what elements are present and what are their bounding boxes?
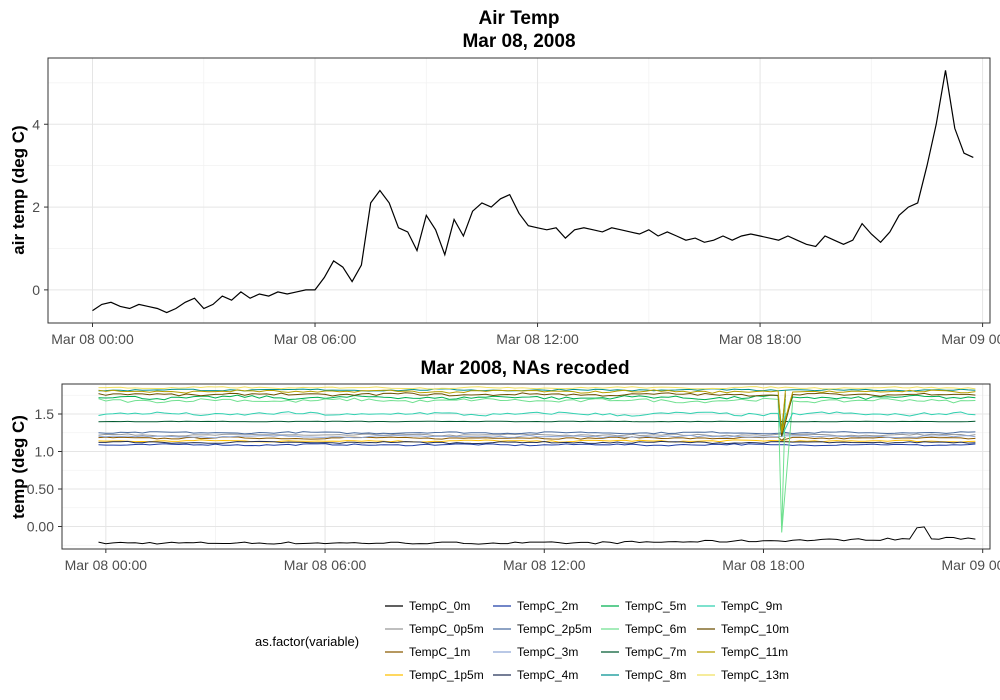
y-tick-label: 4 [32, 116, 40, 132]
legend-items: TempC_0m TempC_0p5m TempC_1m TempC_1p5m Temp… [385, 599, 789, 682]
legend-label: TempC_11m [721, 645, 788, 659]
chart-title: Air Temp [479, 8, 560, 29]
panel-border [61, 383, 991, 550]
x-tick-label: Mar 08 18:00 [719, 331, 802, 347]
series-line-TempC_9m [98, 411, 976, 437]
x-tick-label: Mar 08 12:00 [503, 557, 586, 573]
legend-item: TempC_11m [697, 645, 788, 659]
series-line-TempC_2m [98, 443, 976, 447]
grid [48, 58, 990, 323]
legend-label: TempC_4m [517, 668, 578, 682]
x-tick-label: Mar 08 06:00 [274, 331, 357, 347]
grid [62, 384, 990, 549]
series-line-TempC_6m [98, 397, 976, 533]
panel-border [47, 57, 991, 324]
legend-label: TempC_5m [625, 599, 686, 613]
legend-item: TempC_2p5m [493, 622, 592, 636]
legend-label: TempC_2p5m [517, 622, 592, 636]
legend-label: TempC_7m [625, 645, 686, 659]
legend: as.factor(variable) TempC_0mTempC_0p5mTe… [255, 599, 789, 682]
legend-label: TempC_9m [721, 599, 782, 613]
legend-item: TempC_0p5m [385, 622, 484, 636]
y-axis-title: temp (deg C) [9, 415, 28, 519]
x-tick-label: Mar 09 00:00 [941, 331, 1000, 347]
legend-item: TempC_3m [493, 645, 578, 659]
legend-label: TempC_0p5m [409, 622, 484, 636]
x-tick-label: Mar 08 00:00 [51, 331, 134, 347]
x-axis: Mar 08 00:00 Mar 08 06:00 Mar 08 12:00 Mar … [65, 549, 1000, 573]
series-line-TempC_1p5m [98, 439, 976, 443]
legend-item: TempC_0m [385, 599, 470, 613]
x-tick-label: Mar 08 12:00 [496, 331, 579, 347]
chart-title: Mar 2008, NAs recoded [420, 358, 629, 379]
series-line-TempC_11m [98, 389, 976, 433]
series-line [92, 70, 974, 314]
legend-label: TempC_1p5m [409, 668, 484, 682]
x-tick-label: Mar 08 00:00 [65, 557, 148, 573]
y-tick-label: 1.5 [35, 406, 55, 422]
legend-item: TempC_10m [697, 622, 789, 636]
y-tick-label: 2 [32, 199, 40, 215]
legend-item: TempC_4m [493, 668, 578, 682]
series-line-TempC_4m [98, 440, 976, 445]
legend-item: TempC_2m [493, 599, 578, 613]
temp-profile-chart: Mar 2008, NAs recoded 0.00 0.50 1.0 1.5 Mar… [9, 358, 1000, 573]
air-temp-chart: Air Temp Mar 08, 2008 024 Mar 08 00:00 Ma… [9, 8, 1000, 347]
legend-item: TempC_9m [697, 599, 782, 613]
series-line-TempC_13m [98, 386, 976, 390]
legend-item: TempC_1m [385, 645, 470, 659]
legend-label: TempC_8m [625, 668, 686, 682]
y-tick-label: 0 [32, 282, 40, 298]
y-axis-title: air temp (deg C) [9, 125, 28, 254]
x-tick-label: Mar 09 00:00 [941, 557, 1000, 573]
x-tick-label: Mar 08 18:00 [722, 557, 805, 573]
legend-item: TempC_6m [601, 622, 686, 636]
series-line-TempC_3m [98, 434, 976, 439]
y-axis: 0.00 0.50 1.0 1.5 [27, 406, 62, 535]
series-line-TempC_1m [98, 436, 976, 441]
y-tick-label: 1.0 [35, 444, 55, 460]
legend-label: TempC_6m [625, 622, 686, 636]
legend-item: TempC_5m [601, 599, 686, 613]
legend-label: TempC_10m [721, 622, 789, 636]
legend-label: TempC_1m [409, 645, 470, 659]
series-lines [98, 386, 976, 545]
series-line-TempC_2p5m [98, 431, 976, 435]
legend-title: as.factor(variable) [255, 634, 359, 649]
legend-item: TempC_8m [601, 668, 686, 682]
series-line-TempC_0m [98, 526, 976, 545]
y-axis: 0 2 4 [32, 116, 48, 298]
x-axis: Mar 08 00:00 Mar 08 06:00 Mar 08 12:00 Mar … [51, 323, 1000, 347]
legend-label: TempC_3m [517, 645, 578, 659]
legend-item: TempC_13m [697, 668, 789, 682]
series-line-TempC_0p5m [98, 433, 976, 437]
legend-label: TempC_13m [721, 668, 789, 682]
legend-label: TempC_2m [517, 599, 578, 613]
series-line-TempC_7m [98, 420, 976, 423]
y-tick-label: 0.50 [27, 481, 54, 497]
legend-item: TempC_1p5m [385, 668, 484, 682]
x-tick-label: Mar 08 06:00 [284, 557, 367, 573]
chart-subtitle: Mar 08, 2008 [462, 31, 575, 52]
series-line-TempC_10m [98, 392, 976, 437]
series-lines [92, 70, 974, 314]
legend-label: TempC_0m [409, 599, 470, 613]
series-line-TempC_5m [98, 394, 976, 430]
legend-item: TempC_7m [601, 645, 686, 659]
y-tick-label: 0.00 [27, 519, 54, 535]
